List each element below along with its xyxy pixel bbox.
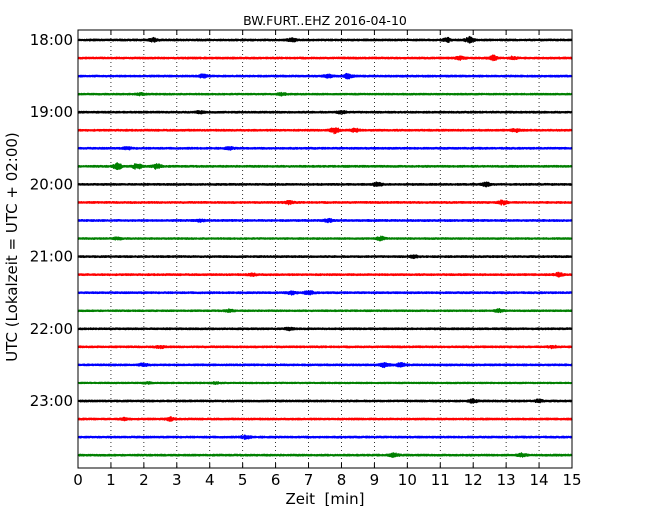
x-tick-label: 7 [304,471,314,489]
trace-1800 [77,35,573,44]
x-tick-label: 3 [172,471,182,489]
y-tick-label: 23:00 [30,392,73,410]
y-tick-labels: 18:00 19:00 20:00 21:00 22:00 23:00 [30,31,73,410]
y-tick-label: 20:00 [30,175,73,193]
trace-2030 [77,217,573,224]
x-tick-label: 1 [106,471,116,489]
trace-2115 [77,271,573,278]
trace-2130 [77,290,573,296]
trace-2000 [77,181,573,188]
x-tick-label: 10 [398,471,417,489]
trace-2215 [77,344,573,350]
x-tick-label: 12 [464,471,483,489]
trace-2100 [77,254,573,260]
trace-1845 [77,91,573,97]
y-tick-label: 22:00 [30,320,73,338]
trace-2315 [77,416,573,422]
trace-1830 [77,72,573,80]
trace-1930 [77,146,573,151]
trace-1815 [77,54,573,62]
x-tick-labels: 0 1 2 3 4 5 6 7 8 9 10 11 12 13 14 15 [73,471,581,489]
y-tick-label: 18:00 [30,31,73,49]
axis-ticks [77,30,573,468]
x-tick-label: 11 [431,471,450,489]
x-tick-label: 6 [271,471,281,489]
x-tick-label: 2 [139,471,149,489]
trace-2345 [77,452,573,458]
trace-2230 [77,361,573,369]
trace-2245 [77,381,573,385]
y-tick-label: 21:00 [30,248,73,266]
trace-2330 [77,434,573,440]
x-tick-label: 9 [370,471,380,489]
trace-2300 [77,398,573,404]
trace-1915 [77,127,573,135]
x-tick-label: 0 [73,471,83,489]
x-tick-label: 13 [497,471,516,489]
trace-2200 [77,326,573,332]
trace-2015 [77,199,573,206]
trace-2045 [77,235,573,242]
trace-2145 [77,307,573,314]
x-tick-label: 5 [238,471,248,489]
x-tick-label: 15 [562,471,581,489]
chart-title: BW.FURT..EHZ 2016-04-10 [243,13,407,28]
x-tick-label: 4 [205,471,215,489]
trace-1945 [77,162,573,171]
plot-frame [77,29,573,469]
x-axis-label: Zeit [min] [285,490,364,508]
x-tick-label: 8 [337,471,347,489]
trace-1900 [77,110,573,115]
y-tick-label: 19:00 [30,103,73,121]
y-axis-label: UTC (Lokalzeit = UTC + 02:00) [3,132,21,362]
seismic-traces [77,35,573,458]
x-tick-label: 14 [530,471,549,489]
